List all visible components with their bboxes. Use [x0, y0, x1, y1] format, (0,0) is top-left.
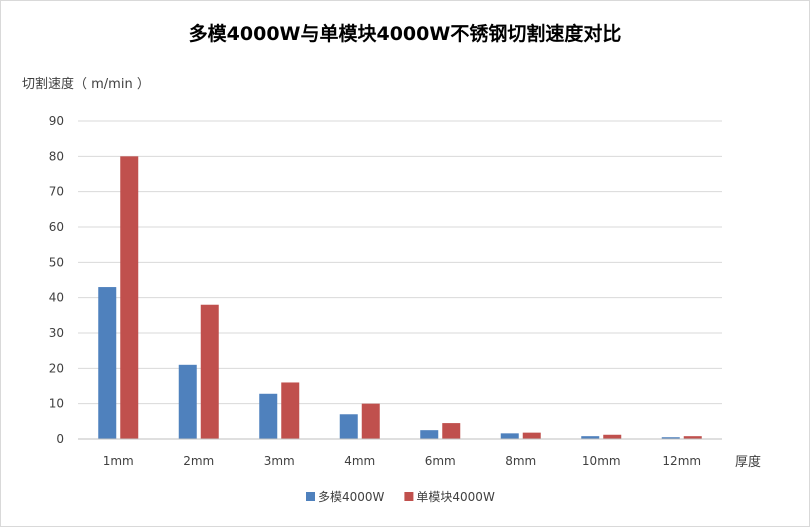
gridlines [78, 120, 722, 405]
y-tick-label: 60 [49, 220, 64, 234]
x-axis-title: 厚度 [735, 454, 761, 470]
bar-singlemode-2mm [200, 304, 219, 439]
bar-multimode-2mm [178, 364, 197, 439]
x-tick-label: 6mm [425, 454, 456, 468]
y-tick-label: 10 [49, 397, 64, 411]
y-axis-title: 切割速度（ m/min ） [22, 76, 150, 92]
x-axis-ticks: 1mm 2mm 3mm 4mm 6mm 8mm 10mm 12mm [103, 454, 701, 468]
legend-swatch [306, 492, 315, 501]
y-tick-label: 80 [49, 149, 64, 163]
bar-multimode-12mm [661, 437, 680, 439]
x-tick-label: 10mm [582, 454, 621, 468]
bar-singlemode-4mm [361, 403, 380, 439]
y-tick-label: 20 [49, 361, 64, 375]
x-tick-label: 3mm [264, 454, 295, 468]
bar-multimode-8mm [500, 433, 519, 439]
x-tick-label: 2mm [183, 454, 214, 468]
y-tick-label: 50 [49, 255, 64, 269]
y-tick-label: 40 [49, 291, 64, 305]
bars [98, 156, 702, 440]
bar-singlemode-6mm [442, 423, 461, 439]
bar-singlemode-10mm [603, 434, 622, 439]
bar-multimode-1mm [98, 287, 117, 439]
y-tick-label: 30 [49, 326, 64, 340]
y-tick-label: 90 [49, 114, 64, 128]
bar-singlemode-12mm [683, 436, 702, 439]
bar-singlemode-8mm [522, 432, 541, 439]
x-tick-label: 1mm [103, 454, 134, 468]
y-tick-label: 70 [49, 185, 64, 199]
bar-multimode-6mm [420, 430, 439, 439]
bar-singlemode-3mm [281, 382, 300, 439]
x-tick-label: 8mm [505, 454, 536, 468]
y-tick-label: 0 [56, 432, 64, 446]
legend-label: 单模块4000W [416, 490, 495, 504]
y-axis-ticks: 0 10 20 30 40 50 60 70 80 90 [49, 114, 64, 446]
bar-multimode-3mm [259, 393, 278, 439]
legend: 多模4000W 单模块4000W [306, 490, 495, 504]
x-tick-label: 4mm [344, 454, 375, 468]
legend-label: 多模4000W [318, 490, 385, 504]
chart-title: 多模4000W与单模块4000W不锈钢切割速度对比 [189, 22, 622, 45]
bar-singlemode-1mm [120, 156, 139, 440]
legend-swatch [404, 492, 414, 501]
bar-multimode-4mm [339, 414, 358, 439]
bar-multimode-10mm [581, 436, 600, 439]
x-tick-label: 12mm [662, 454, 701, 468]
